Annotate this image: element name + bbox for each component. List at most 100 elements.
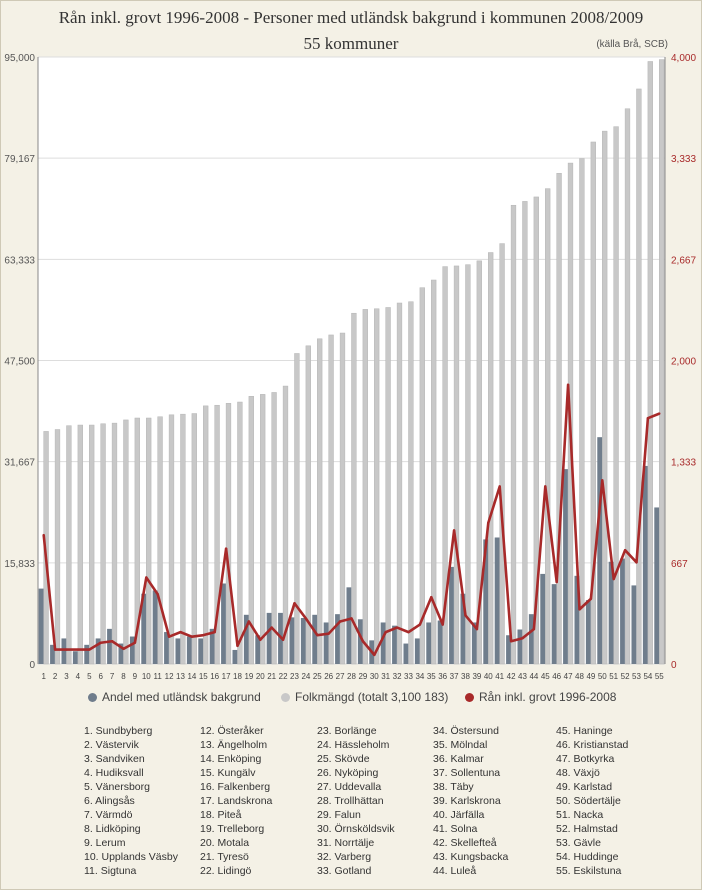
kommun-item: 10. Upplands Väsby <box>84 851 178 863</box>
bar-folkmangd <box>146 417 152 665</box>
x-tick-label: 7 <box>110 672 115 681</box>
bar-folkmangd <box>305 345 311 665</box>
bar-folkmangd <box>157 416 163 665</box>
x-tick-label: 22 <box>279 672 288 681</box>
x-tick-label: 26 <box>324 672 333 681</box>
kommun-item: 15. Kungälv <box>200 767 256 779</box>
point-ran <box>418 623 422 626</box>
legend-item-ran: Rån inkl. grovt 1996-2008 <box>465 690 616 704</box>
point-ran <box>122 647 125 651</box>
x-tick-label: 14 <box>187 672 196 681</box>
point-ran <box>475 627 479 631</box>
bar-andel <box>414 638 420 664</box>
bar-andel <box>608 561 614 664</box>
bar-andel <box>471 622 477 664</box>
x-tick-label: 54 <box>643 672 652 681</box>
kommun-item: 4. Hudiksvall <box>84 767 144 779</box>
kommun-item: 45. Haninge <box>556 725 613 737</box>
point-ran <box>213 630 216 634</box>
kommun-item: 50. Södertälje <box>556 795 621 807</box>
point-ran <box>635 561 638 564</box>
point-ran <box>395 626 399 629</box>
bar-andel <box>517 629 523 664</box>
point-ran <box>487 521 490 525</box>
x-tick-label: 46 <box>552 672 561 681</box>
point-ran <box>350 617 353 620</box>
bar-folkmangd <box>89 424 95 665</box>
bar-folkmangd <box>476 260 482 665</box>
x-tick-label: 33 <box>404 672 413 681</box>
x-tick-label: 27 <box>336 672 345 681</box>
kommun-item: 17. Landskrona <box>200 795 273 807</box>
point-ran <box>88 648 91 651</box>
x-tick-label: 49 <box>586 672 595 681</box>
bar-folkmangd <box>624 108 631 665</box>
kommun-item: 46. Kristianstad <box>556 739 629 751</box>
legend-label-folk: Folkmängd (totalt 3,100 183) <box>295 690 449 704</box>
bar-folkmangd <box>271 392 277 665</box>
y-right-tick-label: 667 <box>671 559 688 570</box>
kommun-item: 52. Halmstad <box>556 823 618 835</box>
x-tick-label: 43 <box>518 672 527 681</box>
x-tick-label: 55 <box>655 672 664 681</box>
bar-folkmangd <box>613 126 619 665</box>
bar-andel <box>540 573 546 664</box>
x-tick-label: 44 <box>529 672 538 681</box>
bar-folkmangd <box>168 414 175 665</box>
legend-swatch-folk <box>281 693 290 702</box>
kommun-item: 12. Österåker <box>200 725 264 737</box>
bar-andel <box>323 622 329 664</box>
x-tick-label: 18 <box>233 672 242 681</box>
kommun-item: 37. Sollentuna <box>433 767 501 779</box>
bar-andel <box>61 638 67 664</box>
y-left-tick-label: 0 <box>29 660 35 671</box>
x-tick-label: 2 <box>53 672 58 681</box>
bar-andel <box>528 614 534 664</box>
kommun-column: 34. Östersund 35. Mölndal 36. Kalmar 37. So… <box>433 724 557 878</box>
legend-swatch-ran <box>465 693 474 702</box>
point-ran <box>190 635 194 638</box>
kommun-item: 14. Enköping <box>200 753 262 765</box>
point-ran <box>555 580 558 584</box>
point-ran <box>578 608 581 611</box>
x-tick-label: 6 <box>98 672 103 681</box>
kommun-item: 3. Sandviken <box>84 753 145 765</box>
bar-folkmangd <box>317 338 323 665</box>
bar-folkmangd <box>100 423 106 665</box>
point-ran <box>384 630 387 634</box>
x-tick-label: 3 <box>64 672 69 681</box>
x-tick-label: 52 <box>621 672 630 681</box>
point-ran <box>236 644 239 647</box>
kommun-item: 23. Borlänge <box>317 725 377 737</box>
bar-folkmangd <box>431 279 437 665</box>
y-left-tick-label: 79,167 <box>4 154 35 165</box>
kommun-item: 53. Gävle <box>556 837 601 849</box>
point-ran <box>270 626 273 629</box>
bar-folkmangd <box>362 309 368 665</box>
point-ran <box>76 648 80 651</box>
point-ran <box>441 623 444 626</box>
point-ran <box>452 529 456 532</box>
bar-andel <box>426 622 432 664</box>
x-tick-label: 37 <box>450 672 459 681</box>
point-ran <box>373 653 376 657</box>
bar-folkmangd <box>282 385 289 665</box>
kommun-item: 51. Nacka <box>556 809 604 821</box>
y-left-tick-label: 95,000 <box>4 53 35 64</box>
y-right-tick-label: 4,000 <box>671 53 696 64</box>
x-tick-label: 32 <box>393 672 402 681</box>
kommun-item: 40. Järfälla <box>433 809 485 821</box>
kommun-column: 23. Borlänge 24. Hässleholm 25. Skövde 26. … <box>317 724 441 878</box>
kommun-item: 39. Karlskrona <box>433 795 501 807</box>
bar-andel <box>312 614 318 664</box>
bar-andel <box>403 643 409 664</box>
kommun-item: 41. Solna <box>433 823 478 835</box>
point-ran <box>566 383 570 386</box>
x-tick-label: 45 <box>541 672 550 681</box>
point-ran <box>145 576 148 579</box>
kommun-item: 42. Skellefteå <box>433 837 497 849</box>
bar-folkmangd <box>66 425 72 665</box>
bar-folkmangd <box>225 403 232 665</box>
bar-andel <box>620 558 625 664</box>
bar-andel <box>129 636 135 664</box>
